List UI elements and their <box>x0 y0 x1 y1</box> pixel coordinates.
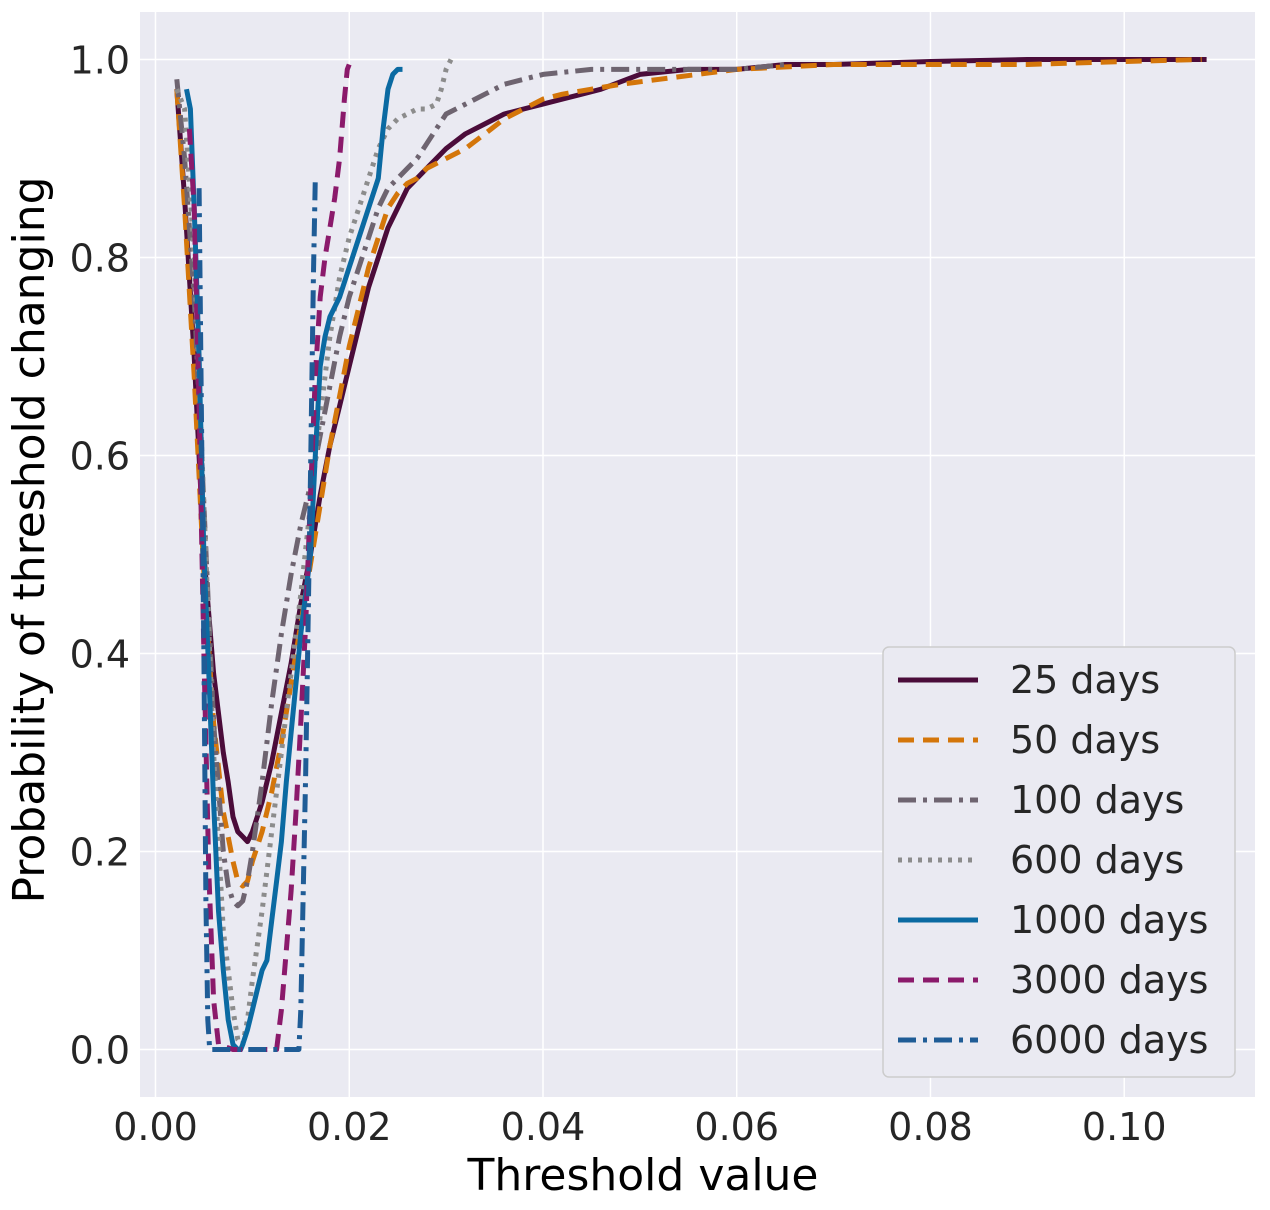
x-tick-label: 0.04 <box>501 1105 586 1149</box>
grid-lines <box>140 12 1255 1097</box>
legend-label: 6000 days <box>1010 1018 1208 1062</box>
x-tick-label: 0.10 <box>1082 1105 1167 1149</box>
y-tick-label: 0.8 <box>70 237 130 281</box>
legend-label: 100 days <box>1010 778 1184 822</box>
x-tick-label: 0.08 <box>888 1105 973 1149</box>
x-tick-label: 0.02 <box>307 1105 392 1149</box>
series-line <box>174 58 454 1047</box>
series-lines <box>174 57 1207 1052</box>
legend-label: 1000 days <box>1010 898 1208 942</box>
series-line <box>174 62 786 909</box>
y-axis-title: Probability of threshold changing <box>4 176 55 903</box>
series-line <box>196 178 318 1052</box>
x-tick-label: 0.06 <box>694 1105 779 1149</box>
y-tick-label: 0.6 <box>70 435 130 479</box>
legend-label: 3000 days <box>1010 958 1208 1002</box>
x-tick-label: 0.00 <box>113 1105 198 1149</box>
series-line <box>184 66 403 1052</box>
x-axis-title: Threshold value <box>466 1150 818 1201</box>
legend-label: 600 days <box>1010 838 1184 882</box>
y-tick-label: 0.2 <box>70 830 130 874</box>
series-line <box>174 57 1202 889</box>
series-line <box>186 63 352 1052</box>
legend-label: 50 days <box>1010 718 1160 762</box>
legend-label: 25 days <box>1010 658 1160 702</box>
legend-box <box>882 646 1236 1078</box>
x-axis-ticks: 0.00 0.02 0.04 0.06 0.08 0.10 <box>113 1105 1166 1149</box>
y-tick-label: 1.0 <box>70 39 130 83</box>
y-axis-ticks: 0.0 0.2 0.4 0.6 0.8 1.0 <box>70 39 130 1073</box>
y-tick-label: 0.4 <box>70 632 130 676</box>
y-tick-label: 0.0 <box>70 1028 130 1072</box>
series-line <box>174 57 1207 845</box>
legend: 25 days 50 days 100 days 600 days 1000 days 3… <box>882 646 1236 1078</box>
legend-items: 25 days 50 days 100 days 600 days 1000 days 3… <box>898 658 1208 1062</box>
